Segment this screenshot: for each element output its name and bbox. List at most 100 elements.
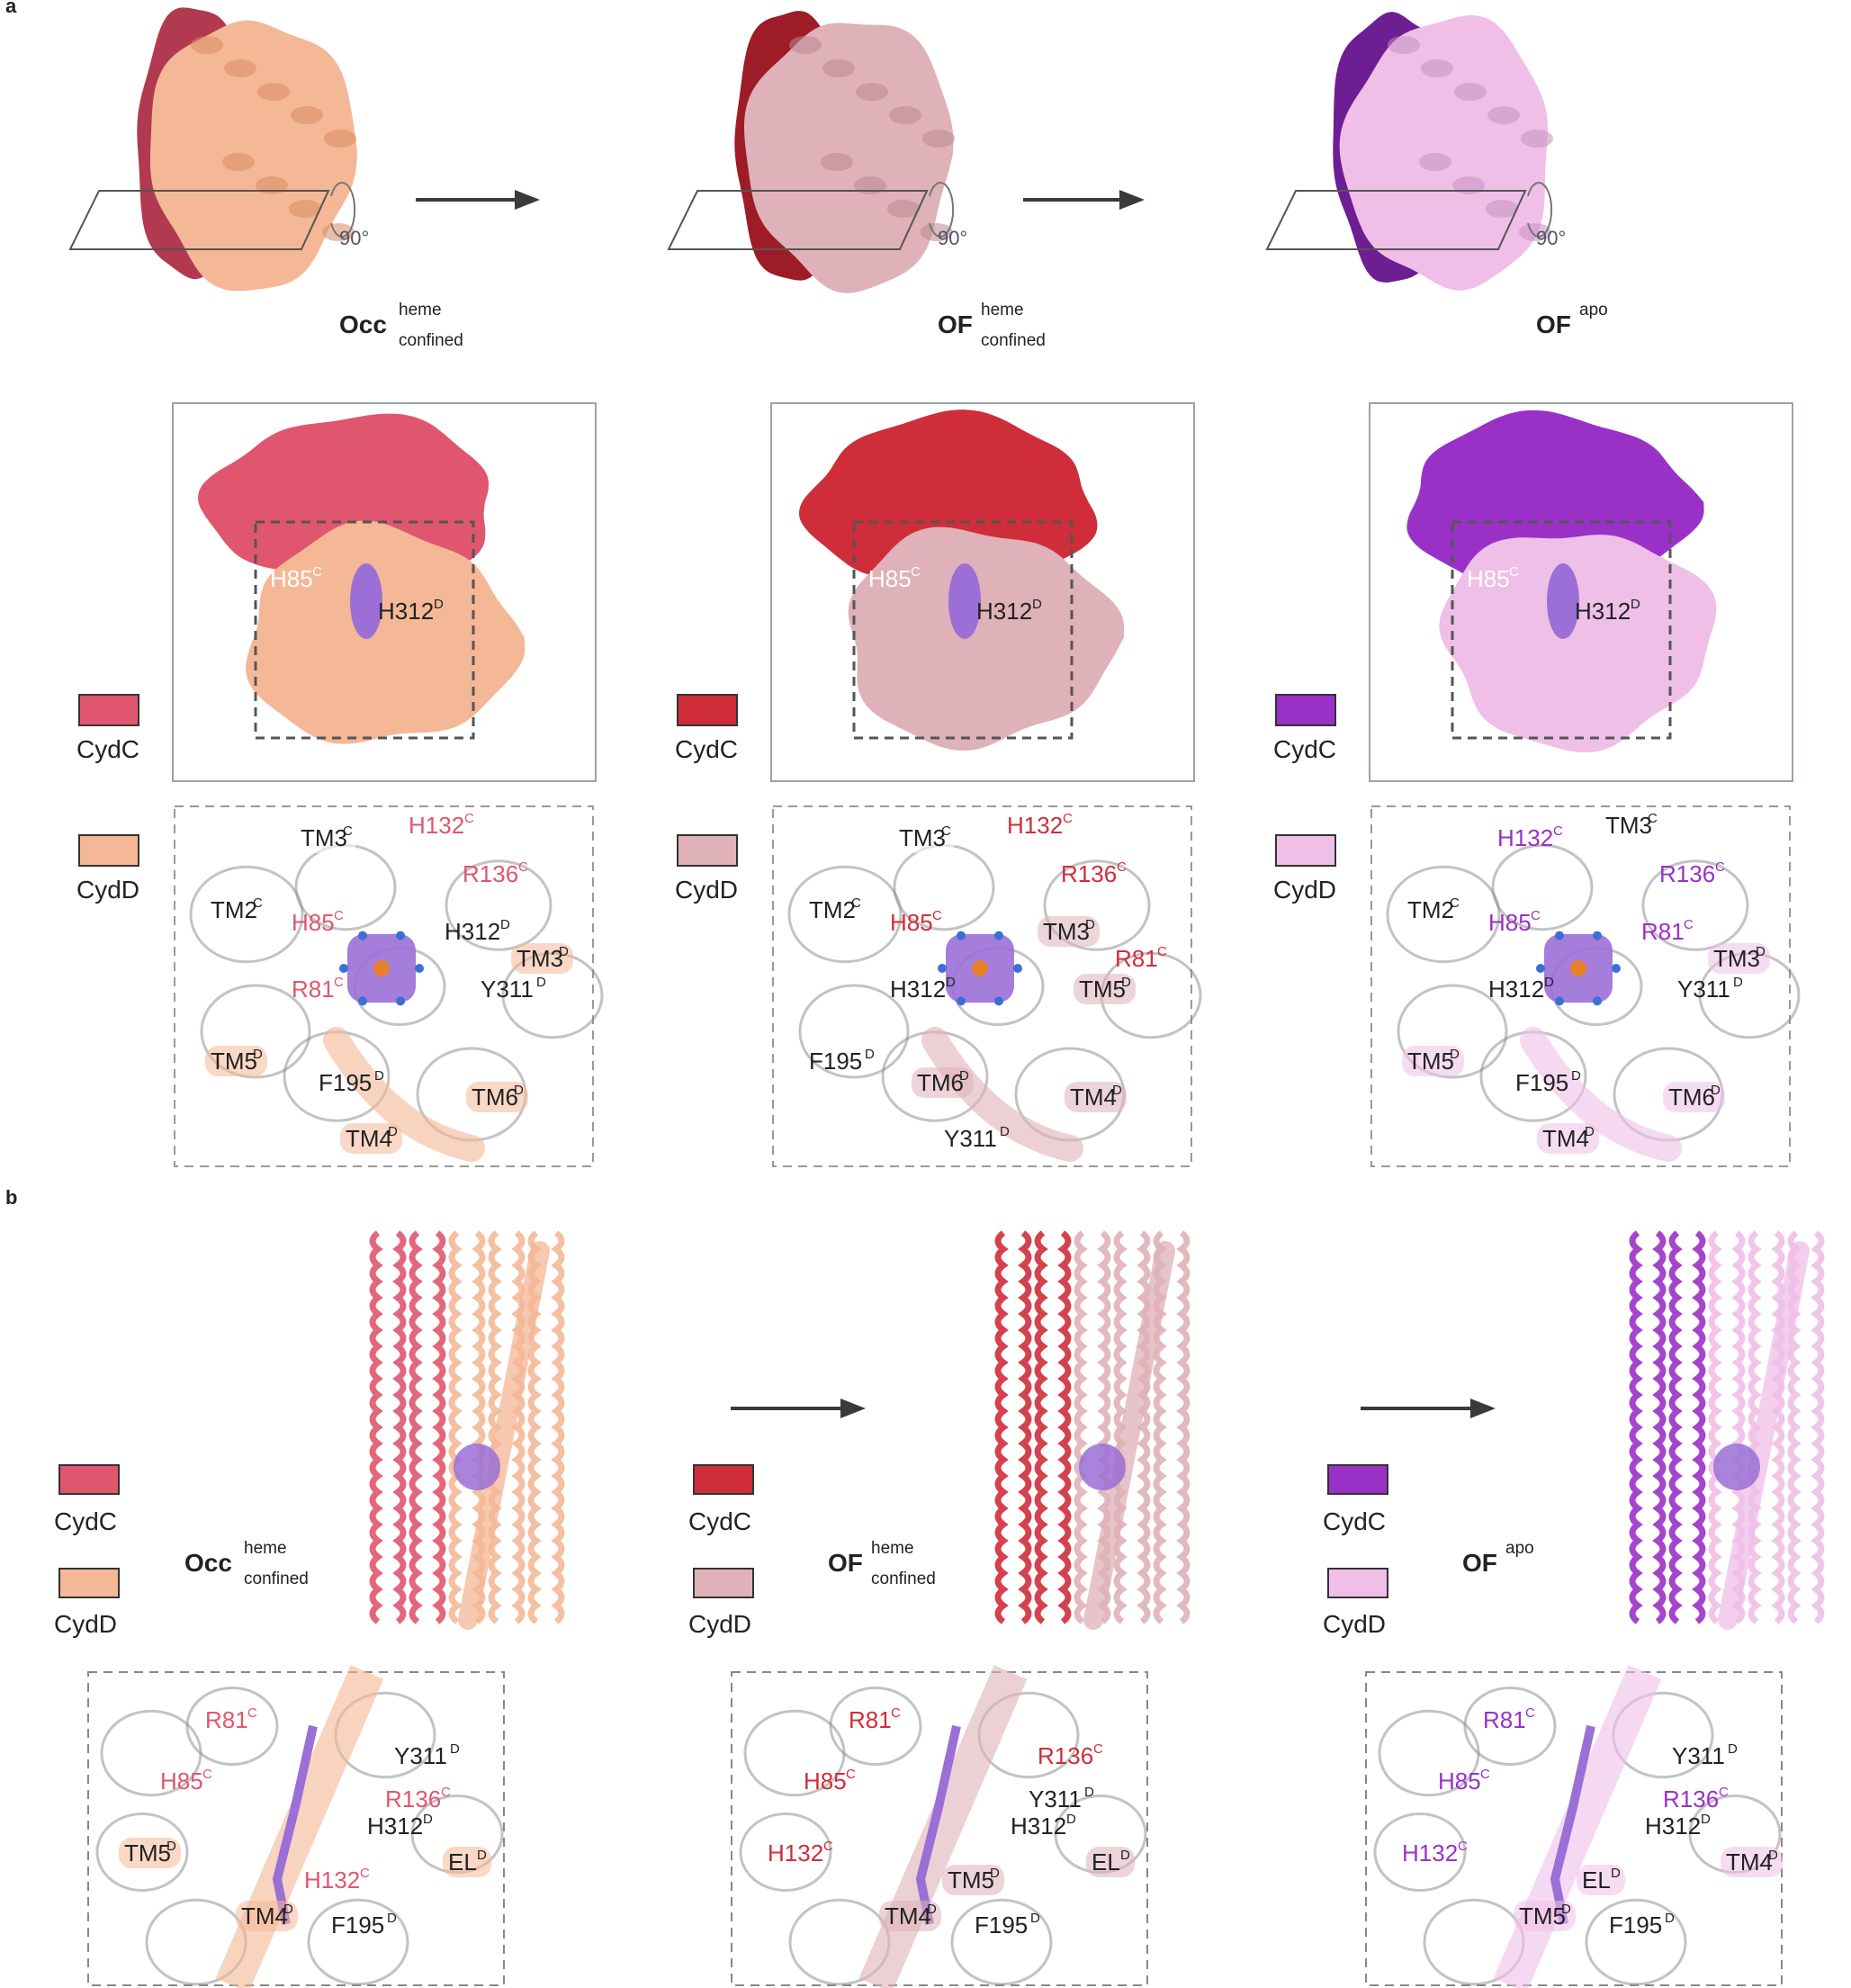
residue-label: R136: [1061, 860, 1117, 887]
residue-label: H312: [367, 1813, 423, 1840]
residue-label: Y311: [481, 976, 534, 1003]
state-sup: heme: [871, 1539, 914, 1558]
state-main: Occ: [339, 310, 387, 338]
legend-swatch-cydd: [693, 1568, 754, 1598]
residue-superscript: D: [559, 944, 569, 959]
residue-label: TM3: [301, 824, 347, 851]
residue-superscript: C: [253, 895, 263, 911]
residue-label: EL: [1092, 1849, 1120, 1876]
residue-label-group: Y311 D: [394, 1741, 460, 1769]
residue-label: R136: [1659, 860, 1715, 887]
residue-superscript: C: [360, 1866, 370, 1881]
nitrogen-atom: [994, 931, 1003, 940]
residue-superscript: C: [1117, 859, 1127, 875]
residue-label: H312: [445, 918, 500, 945]
residue-superscript: C: [1509, 564, 1519, 580]
residue-superscript: D: [1544, 975, 1554, 990]
residue-superscript: D: [1000, 1124, 1010, 1139]
helix-ring: [950, 1898, 1053, 1986]
surface-shadow: [821, 153, 853, 171]
residue-label-group: R136 C: [1659, 859, 1725, 887]
residue-label: TM2: [1407, 896, 1454, 923]
helix-ribbon: [1137, 1230, 1151, 1624]
nitrogen-atom: [339, 964, 348, 973]
arrow-a-1: [416, 190, 540, 210]
residue-label-group: H85 C: [1438, 1767, 1490, 1795]
helix-ring: [1491, 843, 1594, 931]
rotation-arrow: [330, 182, 356, 238]
residue-label: H312: [890, 976, 946, 1003]
tm4-helix-tube: [921, 1027, 1083, 1162]
residue-label-group: F195 D: [975, 1911, 1040, 1939]
residue-label-group: H312 D: [445, 917, 510, 945]
zoom-region-box: [254, 520, 475, 740]
label-pill: [912, 1067, 974, 1098]
residue-label-group: H132 C: [768, 1839, 833, 1867]
residue-superscript: D: [1066, 1812, 1076, 1827]
state-sub: confined: [981, 331, 1046, 350]
label-pill: [1721, 1847, 1783, 1877]
residue-superscript: C: [518, 859, 528, 875]
residue-label-group: R81 C: [1115, 944, 1167, 972]
label-pill: [205, 1046, 267, 1076]
helix-ribbon: [994, 1230, 1009, 1624]
legend-label-cydd: CydD: [76, 876, 139, 904]
helix-ring: [185, 1687, 279, 1766]
helix-ribbon: [1629, 1230, 1643, 1624]
residue-superscript: C: [1093, 1741, 1103, 1757]
state-label-a-2: OF heme confined: [938, 301, 1046, 350]
zoom-detail-box: [1365, 1671, 1783, 1986]
residue-superscript: D: [946, 975, 956, 990]
legend-label-cydc: CydC: [54, 1507, 117, 1535]
residue-superscript: C: [464, 811, 474, 826]
residue-superscript: C: [1684, 917, 1694, 932]
cydd-slice: [1439, 535, 1717, 753]
residue-superscript: C: [1480, 1767, 1490, 1782]
state-sup: apo: [1579, 301, 1608, 319]
residue-label: TM6: [1668, 1084, 1715, 1111]
helix-ribbon: [1074, 1230, 1088, 1624]
nitrogen-atom: [938, 964, 947, 973]
residue-label-group: F195 D: [319, 1068, 384, 1096]
slice-label-b: H312 D: [976, 597, 1042, 625]
label-pill: [1402, 1046, 1464, 1076]
zoom-region-box: [852, 520, 1074, 740]
legend-label-cydc: CydC: [675, 735, 738, 763]
surface-shadow: [922, 130, 955, 148]
nitrogen-atom: [358, 931, 367, 940]
slice-label-a: H85 C: [868, 564, 921, 592]
residue-label: H312: [1011, 1813, 1066, 1840]
label-pill: [340, 1123, 402, 1154]
helix-ring: [445, 859, 553, 951]
residue-label: Y311: [1672, 1742, 1725, 1769]
surface-shadow: [1388, 36, 1420, 54]
residue-superscript: D: [1728, 1741, 1738, 1757]
legend-swatch-cydd: [1275, 834, 1336, 867]
residue-label: R136: [385, 1786, 441, 1813]
residue-label: H132: [1402, 1840, 1458, 1867]
legend-swatch-cydc: [1275, 694, 1336, 726]
nitrogen-atom: [415, 964, 424, 973]
state-main: OF: [938, 310, 973, 338]
helix-ring: [1397, 984, 1508, 1079]
helix-ring: [829, 1687, 922, 1766]
helix-ring: [1386, 865, 1501, 964]
heme-sphere: [1713, 1444, 1760, 1490]
heme-ligand: [339, 931, 424, 1006]
rotation-label: 90°: [339, 227, 369, 249]
nitrogen-atom: [994, 996, 1003, 1006]
slice-plane: [68, 190, 330, 250]
label-pill: [295, 823, 357, 853]
residue-label-group: Y311 D: [481, 975, 546, 1003]
residue-label-group: H85 C: [1488, 908, 1541, 936]
residue-label: F195: [1609, 1912, 1662, 1939]
